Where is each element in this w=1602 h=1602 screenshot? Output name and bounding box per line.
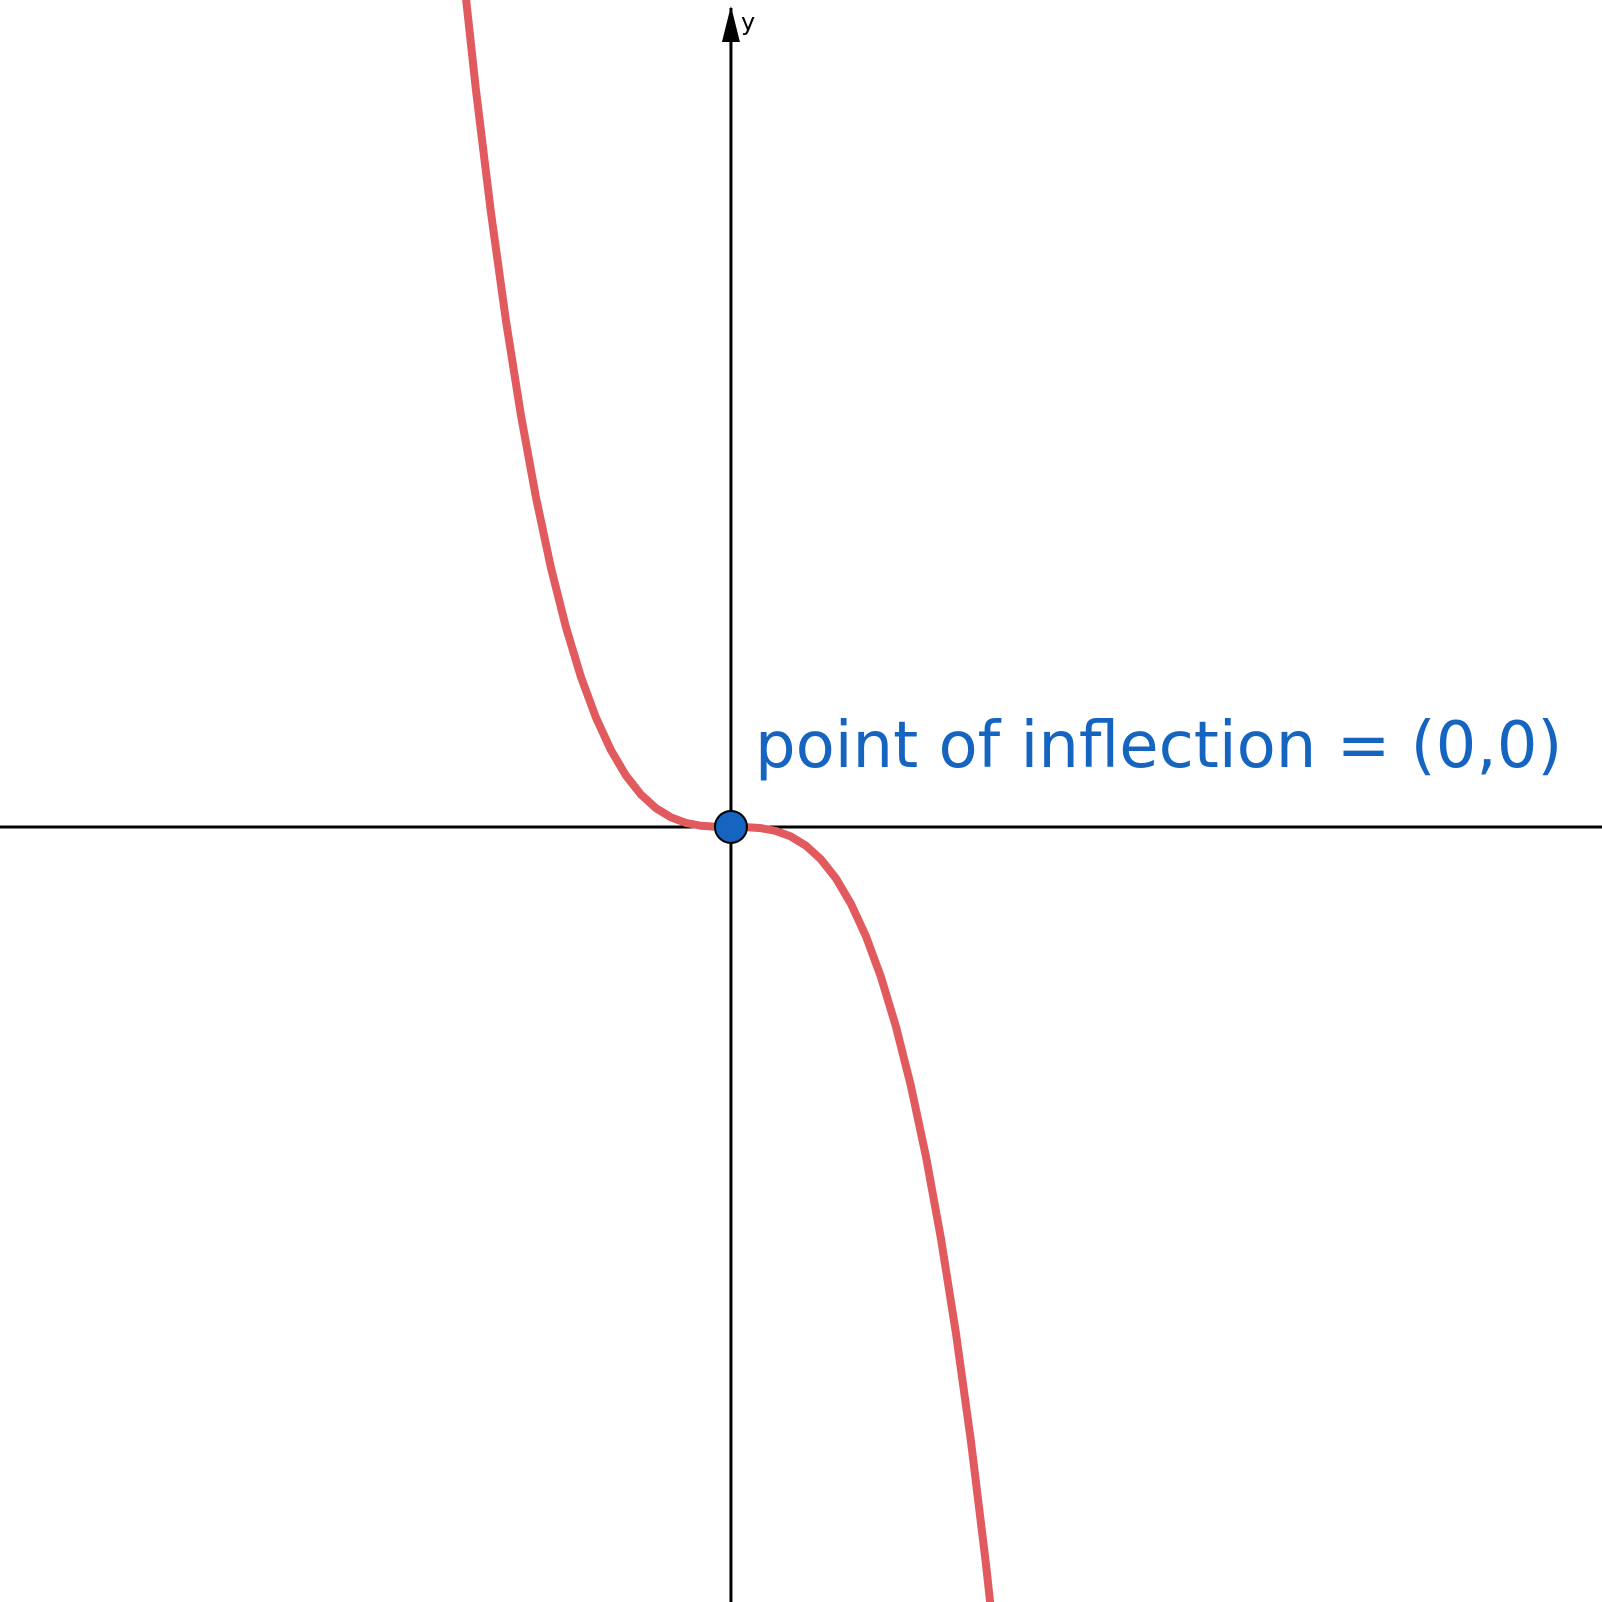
- inflection-point: [713, 809, 748, 844]
- annotation: point of inflection = (0,0): [755, 709, 1562, 783]
- y-axis-arrow: [721, 6, 740, 42]
- y-axis-label: y: [741, 8, 755, 36]
